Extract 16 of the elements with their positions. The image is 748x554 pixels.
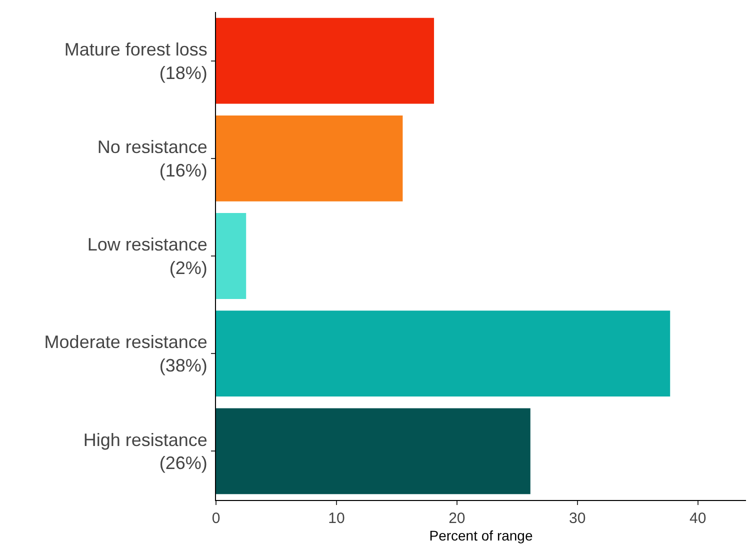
x-tick-label: 20	[448, 510, 466, 527]
x-tick-label: 40	[689, 510, 706, 527]
y-tick-label: No resistance (16%)	[97, 137, 208, 180]
bar	[216, 408, 530, 494]
y-tick-label: Low resistance (2%)	[87, 234, 208, 278]
bar	[216, 115, 403, 202]
bar	[216, 213, 246, 299]
x-axis-title: Percent of range	[429, 527, 533, 544]
y-tick-label: Mature forest loss (18%)	[64, 39, 208, 83]
y-tick-label: Moderate resistance (38%)	[44, 332, 208, 376]
x-tick-label: 0	[212, 510, 220, 527]
x-tick-label: 30	[569, 510, 586, 527]
bar	[216, 18, 434, 104]
y-tick-label: High resistance (26%)	[83, 430, 208, 474]
x-tick-label: 10	[328, 510, 345, 527]
bar	[216, 310, 670, 397]
